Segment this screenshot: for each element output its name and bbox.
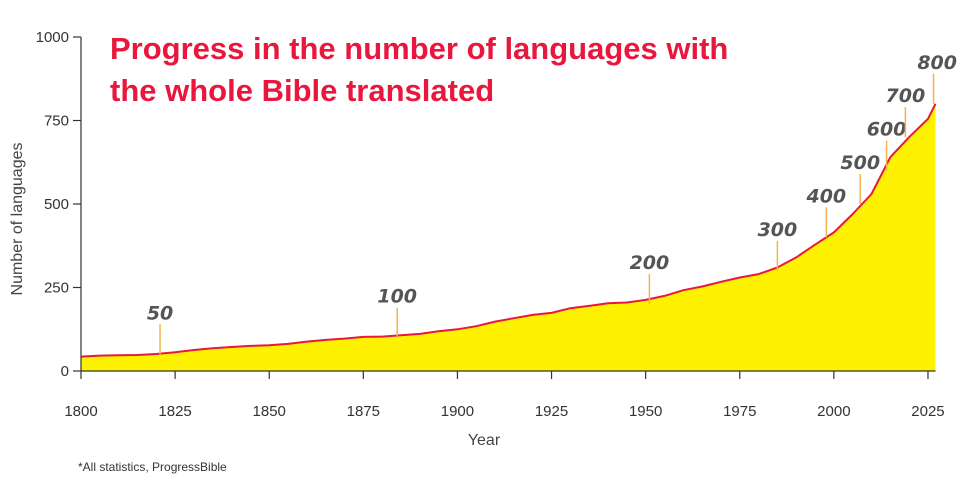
- x-tick-label: 1850: [253, 403, 286, 420]
- x-tick-label: 1875: [347, 403, 380, 420]
- y-tick-label: 1000: [36, 29, 69, 46]
- milestone-label: 300: [758, 219, 798, 241]
- area-fill: [81, 103, 936, 372]
- milestone-label: 500: [840, 152, 880, 174]
- milestone-label: 50: [147, 302, 173, 324]
- y-tick-label: 750: [44, 113, 69, 130]
- y-axis-label: Number of languages: [9, 143, 26, 296]
- series-line: [80, 103, 937, 358]
- milestone-label: 200: [630, 252, 670, 274]
- milestone-label: 800: [917, 52, 957, 74]
- x-tick-label: 1825: [158, 403, 191, 420]
- x-tick-label: 2000: [817, 403, 850, 420]
- milestone-label: 700: [886, 85, 926, 107]
- x-tick-label: 1900: [441, 403, 474, 420]
- x-tick-label: 1925: [535, 403, 568, 420]
- x-axis: 1800 1825 1850 1875 1900 1925 1950 1975 2000 2025: [64, 370, 945, 420]
- milestone-labels: 50 100 200 300 400 500 600 700 800: [147, 52, 957, 355]
- y-tick-label: 0: [61, 363, 69, 380]
- y-tick-label: 500: [44, 196, 69, 213]
- chart-title-line-2: the whole Bible translated: [110, 73, 494, 108]
- footnote: *All statistics, ProgressBible: [78, 460, 227, 474]
- milestone-label: 100: [377, 286, 417, 308]
- x-tick-label: 1975: [723, 403, 756, 420]
- x-tick-label: 1800: [64, 403, 97, 420]
- x-tick-label: 2025: [911, 403, 944, 420]
- x-axis-label: Year: [468, 432, 501, 449]
- milestone-label: 600: [867, 119, 907, 141]
- plot-area: [80, 103, 937, 372]
- x-tick-label: 1950: [629, 403, 662, 420]
- y-axis: 0 250 500 750 1000: [36, 29, 82, 380]
- y-tick-label: 250: [44, 280, 69, 297]
- milestone-label: 400: [805, 185, 846, 207]
- chart-title-line-1: Progress in the number of languages with: [110, 31, 728, 66]
